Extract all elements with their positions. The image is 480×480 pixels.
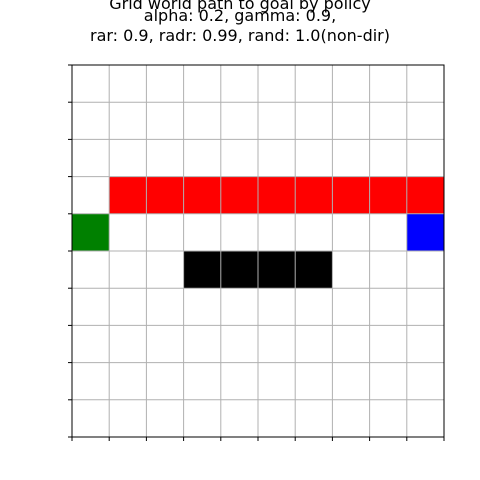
chart-title-line-3: rar: 0.9, radr: 0.99, rand: 1.0(non-dir): [90, 26, 390, 45]
quicksand-cell: [406, 176, 444, 214]
quicksand-cell: [369, 176, 407, 214]
chart-title-line-1: Grid world path to goal by policy: [109, 0, 371, 13]
start-cell: [72, 213, 110, 251]
goal-cell: [406, 213, 444, 251]
quicksand-cell: [220, 176, 258, 214]
chart-title-line-2: alpha: 0.2, gamma: 0.9,: [143, 6, 337, 25]
wall-cell: [258, 251, 296, 289]
quicksand-cell: [258, 176, 296, 214]
quicksand-cell: [295, 176, 333, 214]
quicksand-cell: [146, 176, 184, 214]
wall-cell: [295, 251, 333, 289]
quicksand-cell: [109, 176, 147, 214]
wall-cell: [220, 251, 258, 289]
quicksand-cell: [183, 176, 221, 214]
quicksand-cell: [332, 176, 370, 214]
wall-cell: [183, 251, 221, 289]
